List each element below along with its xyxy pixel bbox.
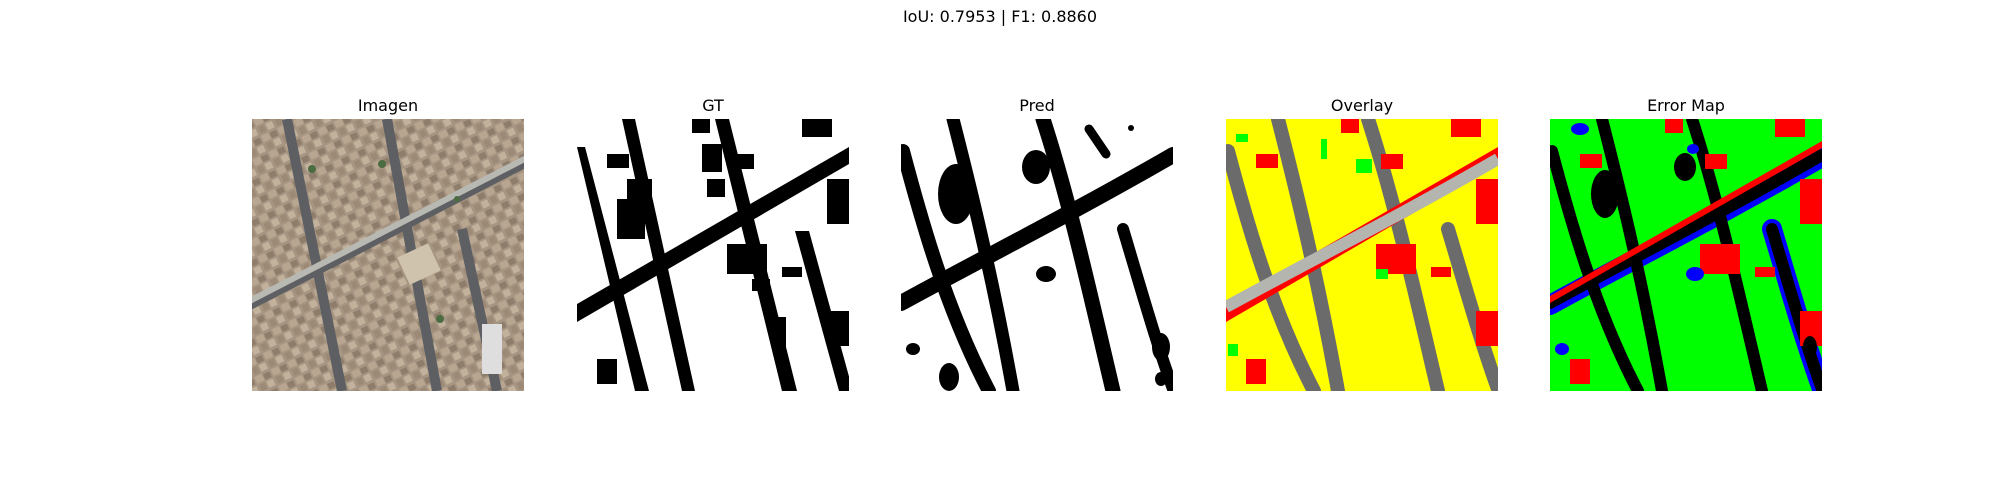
pred-buildings	[906, 125, 1170, 391]
error-tn-buildings	[1591, 153, 1817, 358]
panel-error-map: Error Map	[1550, 95, 1822, 391]
panel-pred: Pred	[901, 95, 1173, 391]
error-fn-buildings	[1570, 119, 1822, 384]
overlay-miss-buildings	[1246, 119, 1498, 384]
error-fn-road-edge	[1550, 141, 1822, 303]
aerial-main-road	[252, 155, 524, 304]
error-map-image	[1550, 119, 1822, 391]
error-fp-blobs	[1555, 123, 1704, 355]
panel-title-image: Imagen	[357, 96, 419, 115]
overlay-extra-regions	[1228, 134, 1388, 356]
overlay-image	[1226, 119, 1498, 391]
panel-title-pred: Pred	[1019, 96, 1055, 115]
panel-overlay: Overlay	[1226, 95, 1498, 391]
overlay-main-road	[1226, 153, 1498, 313]
panel-image: Imagen	[252, 95, 524, 391]
panel-title-overlay: Overlay	[1330, 96, 1394, 115]
pred-roads	[901, 119, 1173, 391]
panel-title-error-map: Error Map	[1647, 96, 1725, 115]
aerial-vegetation	[308, 160, 460, 323]
panel-title-gt: GT	[702, 96, 724, 115]
gt-mask	[577, 119, 849, 391]
gt-buildings	[597, 119, 849, 384]
panel-gt: GT	[577, 95, 849, 391]
aerial-bright-roof	[482, 324, 502, 374]
aerial-image	[252, 119, 524, 391]
aerial-courtyard	[397, 243, 441, 285]
pred-mask	[901, 119, 1173, 391]
figure-suptitle: IoU: 0.7953 | F1: 0.8860	[902, 7, 1098, 26]
